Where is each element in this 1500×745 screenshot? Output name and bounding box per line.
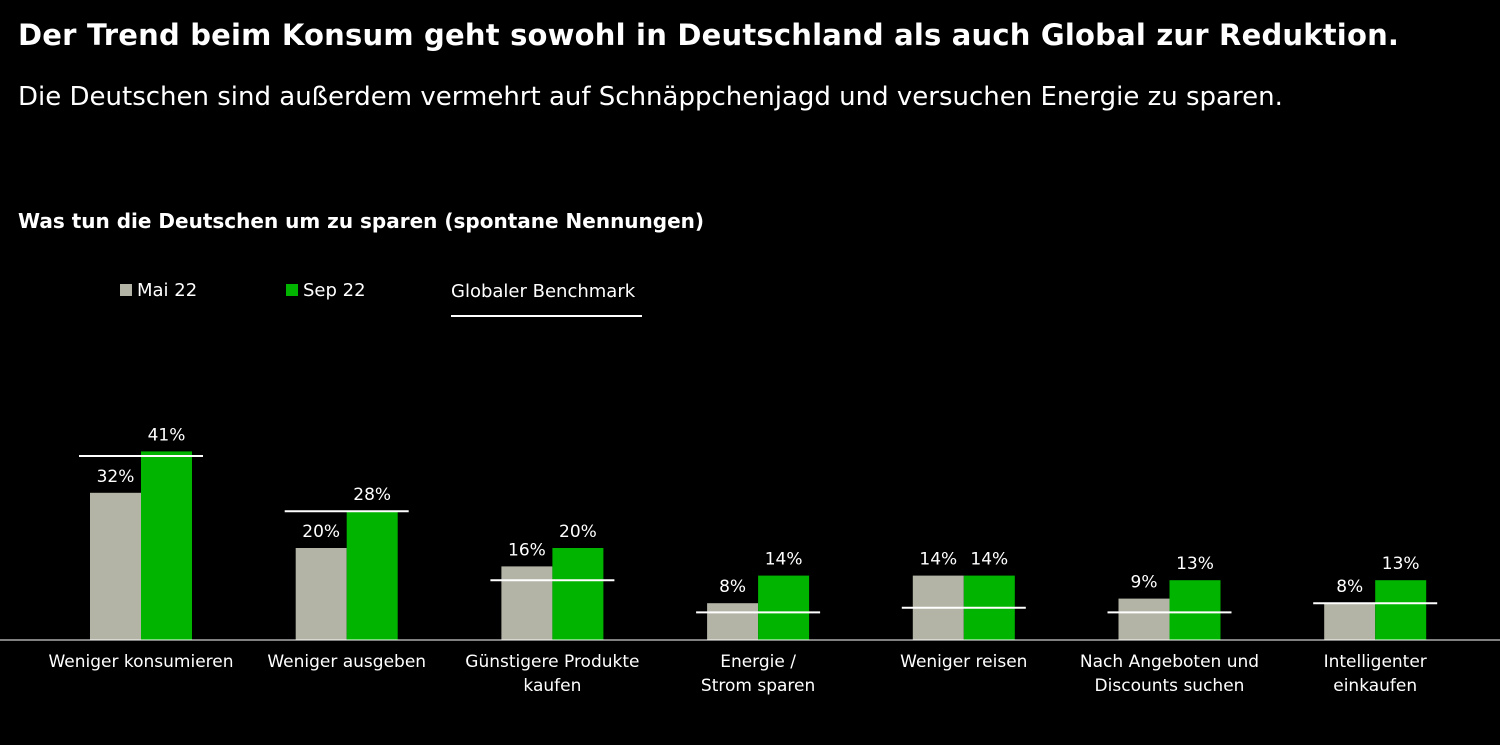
page-title: Der Trend beim Konsum geht sowohl in Deu… (18, 18, 1400, 52)
legend-swatch-sep22 (286, 284, 298, 296)
category-label: Discounts suchen (1095, 676, 1245, 696)
bar-sep22 (1375, 580, 1427, 640)
data-label-mai22: 8% (719, 577, 746, 597)
bar-mai22 (1118, 598, 1170, 640)
data-label-mai22: 20% (302, 522, 340, 542)
legend-label-sep22: Sep 22 (303, 279, 366, 301)
category-label: einkaufen (1333, 676, 1417, 696)
legend-line-benchmark (451, 315, 642, 317)
page-subtitle: Die Deutschen sind außerdem vermehrt auf… (18, 82, 1283, 112)
data-label-mai22: 14% (919, 550, 957, 570)
data-label-sep22: 41% (148, 425, 186, 445)
data-label-sep22: 13% (1176, 554, 1214, 574)
data-label-mai22: 32% (97, 467, 135, 487)
data-label-sep22: 20% (559, 522, 597, 542)
legend-swatch-mai22 (120, 284, 132, 296)
category-label: Günstigere Produkte (465, 652, 639, 672)
category-label: Intelligenter (1324, 652, 1427, 672)
legend-item-sep22: Sep 22 (286, 278, 366, 302)
category-label: Nach Angeboten und (1080, 652, 1259, 672)
bar-mai22 (295, 548, 347, 640)
bar-sep22 (1169, 580, 1221, 640)
bar-sep22 (552, 548, 604, 640)
category-label: kaufen (523, 676, 581, 696)
data-label-sep22: 14% (765, 550, 803, 570)
legend-item-mai22: Mai 22 (120, 278, 197, 302)
bar-mai22 (501, 566, 553, 640)
bar-sep22 (141, 451, 192, 640)
category-label: Weniger ausgeben (267, 652, 426, 672)
data-label-sep22: 13% (1382, 554, 1420, 574)
data-label-mai22: 16% (508, 540, 546, 560)
chart-title: Was tun die Deutschen um zu sparen (spon… (18, 209, 705, 233)
category-label: Strom sparen (701, 676, 815, 696)
data-label-sep22: 28% (353, 485, 391, 505)
category-label: Weniger reisen (900, 652, 1027, 672)
category-label: Energie / (720, 652, 796, 672)
bar-mai22 (707, 603, 759, 640)
bar-sep22 (346, 511, 398, 640)
bar-mai22 (1324, 603, 1376, 640)
category-label: Weniger konsumieren (48, 652, 233, 672)
bar-sep22 (758, 575, 810, 640)
legend-label-mai22: Mai 22 (137, 279, 198, 301)
data-label-sep22: 14% (970, 550, 1008, 570)
data-label-mai22: 9% (1131, 573, 1158, 593)
data-label-mai22: 8% (1336, 577, 1363, 597)
legend-label-benchmark: Globaler Benchmark (451, 281, 636, 302)
bar-mai22 (90, 492, 141, 640)
